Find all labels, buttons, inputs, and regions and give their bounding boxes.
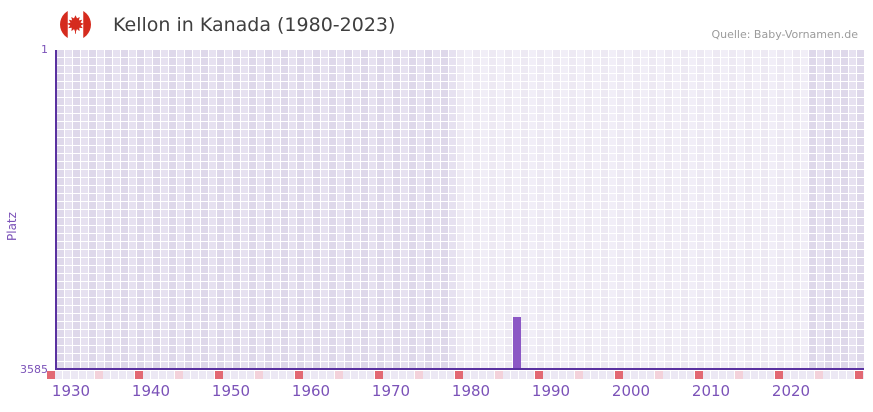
- decade-tick-1990: [535, 371, 543, 379]
- y-axis-min-label: 3585: [20, 363, 48, 376]
- canada-flag-icon: [60, 9, 91, 40]
- x-tick-label-2020: 2020: [771, 382, 811, 400]
- decade-tick-2020: [775, 371, 783, 379]
- decade-tick-2000: [615, 371, 623, 379]
- half-decade-tick-2015: [735, 371, 743, 379]
- rank-bar-1986: [513, 317, 521, 368]
- decade-tick-1960: [295, 371, 303, 379]
- decade-tick-1980: [455, 371, 463, 379]
- x-tick-label-1980: 1980: [451, 382, 491, 400]
- source-attribution: Quelle: Baby-Vornamen.de: [711, 28, 858, 41]
- x-axis-tick-strip: [47, 371, 864, 379]
- y-axis-title: Platz: [5, 212, 19, 241]
- decade-tick-1940: [135, 371, 143, 379]
- decade-tick-1930: [47, 371, 55, 379]
- half-decade-tick-1945: [175, 371, 183, 379]
- chart-title: Kellon in Kanada (1980-2023): [113, 14, 396, 36]
- half-decade-tick-1995: [575, 371, 583, 379]
- x-tick-label-1990: 1990: [531, 382, 571, 400]
- half-decade-tick-1935: [95, 371, 103, 379]
- decade-tick-1950: [215, 371, 223, 379]
- half-decade-tick-1955: [255, 371, 263, 379]
- x-tick-label-1970: 1970: [371, 382, 411, 400]
- y-axis-max-label: 1: [41, 43, 48, 56]
- half-decade-tick-1965: [335, 371, 343, 379]
- half-decade-tick-1975: [415, 371, 423, 379]
- x-tick-label-1930: 1930: [51, 382, 91, 400]
- plot-area: [55, 50, 864, 370]
- half-decade-tick-2005: [655, 371, 663, 379]
- half-decade-tick-1985: [495, 371, 503, 379]
- axis-end-tick: [855, 371, 863, 379]
- decade-tick-2010: [695, 371, 703, 379]
- x-tick-label-1940: 1940: [131, 382, 171, 400]
- x-tick-label-1960: 1960: [291, 382, 331, 400]
- x-tick-label-1950: 1950: [211, 382, 251, 400]
- decade-tick-1970: [375, 371, 383, 379]
- x-tick-label-2000: 2000: [611, 382, 651, 400]
- x-axis-labels: 1930 1940 1950 1960 1970 1980 1990 2000 2010 2020: [51, 382, 864, 404]
- half-decade-tick-2025: [815, 371, 823, 379]
- data-period-highlight: [457, 50, 809, 368]
- x-tick-label-2010: 2010: [691, 382, 731, 400]
